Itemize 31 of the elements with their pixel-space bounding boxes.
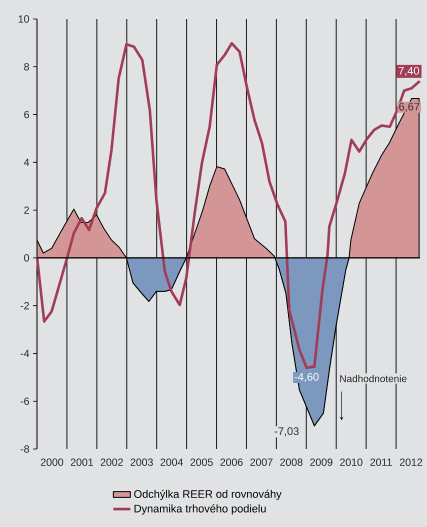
x-tick-label: 2012: [400, 458, 422, 466]
x-tick-label: 2005: [190, 458, 213, 466]
y-tick-label: 10: [18, 15, 30, 23]
y-tick-label: -6: [20, 398, 30, 405]
x-tick-label: 2011: [370, 458, 392, 466]
legend-label: Odchýlka REER od rovnováhy: [134, 490, 282, 500]
data-label: -7,03: [274, 427, 299, 436]
x-tick-label: 2004: [160, 458, 183, 466]
y-tick-label: 4: [24, 158, 30, 166]
x-tick-label: 2002: [100, 458, 123, 466]
y-tick-label: -2: [20, 302, 29, 310]
data-label: 7,40: [398, 66, 420, 76]
y-tick-label: 0: [24, 254, 30, 262]
x-tick-label: 2001: [70, 458, 93, 466]
x-tick-label: 2007: [250, 458, 273, 466]
x-tick-label: 2006: [220, 458, 243, 466]
x-tick-label: 2000: [40, 458, 64, 466]
x-tick-label: 2008: [280, 458, 303, 466]
x-tick-label: 2003: [130, 458, 153, 466]
x-tick-label: 2009: [310, 458, 332, 466]
x-tick-label: 2010: [340, 458, 362, 466]
y-tick-label: 2: [24, 206, 29, 214]
y-tick-label: -8: [20, 445, 30, 453]
annotation: Nadhodnotenie: [340, 374, 407, 382]
y-tick-label: -4: [20, 350, 30, 358]
y-tick-label: 8: [24, 63, 30, 70]
line-series: [36, 42, 421, 370]
legend-label: Dynamika trhového podielu: [134, 504, 266, 515]
y-tick-label: 6: [24, 110, 30, 118]
data-label: -4,60: [294, 372, 319, 382]
data-label: 6,67: [399, 102, 420, 112]
